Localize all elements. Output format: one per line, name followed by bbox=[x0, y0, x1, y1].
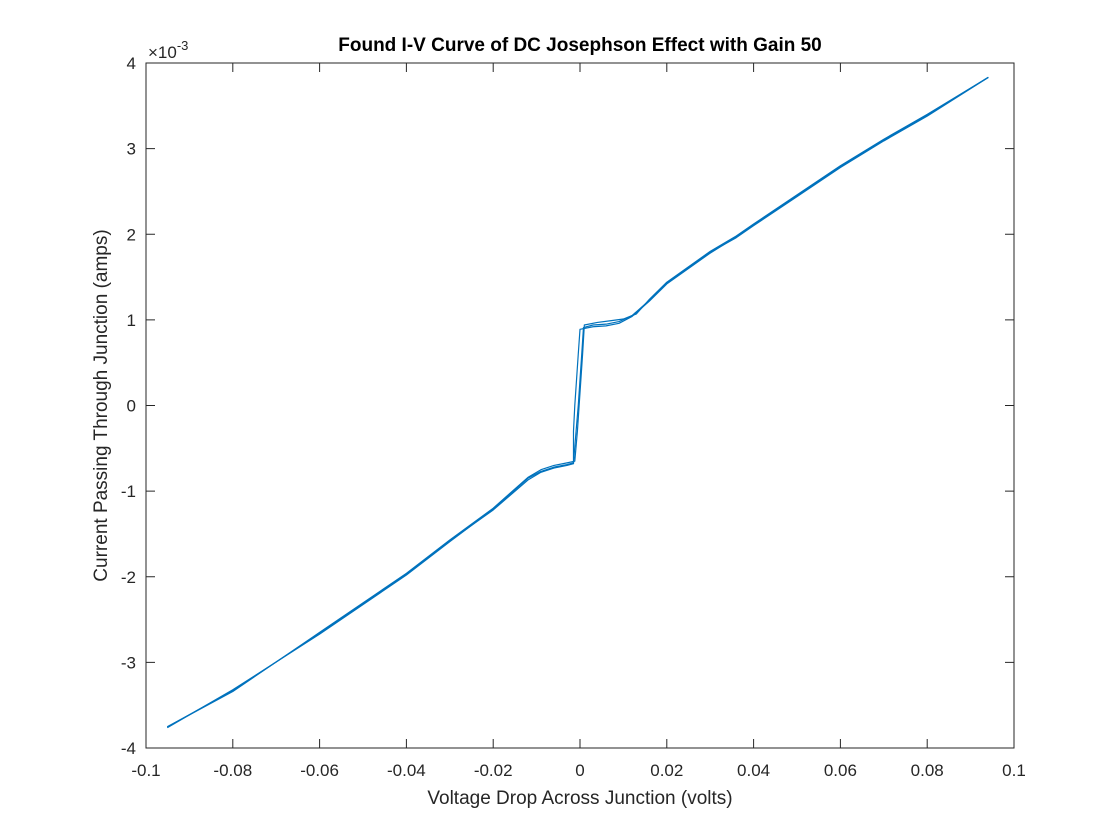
x-tick-label: 0.04 bbox=[737, 761, 770, 780]
plot-area bbox=[146, 63, 1014, 748]
series-layer bbox=[167, 76, 989, 729]
y-tick-label: -3 bbox=[121, 653, 136, 672]
series-line-3 bbox=[167, 76, 989, 729]
y-tick-label: -4 bbox=[121, 739, 136, 758]
x-tick-label: -0.02 bbox=[474, 761, 513, 780]
x-tick-label: 0.08 bbox=[911, 761, 944, 780]
y-tick-label: 4 bbox=[127, 54, 136, 73]
y-tick-label: -2 bbox=[121, 568, 136, 587]
y-tick-label: -1 bbox=[121, 482, 136, 501]
x-tick-label: 0.02 bbox=[650, 761, 683, 780]
x-tick-label: 0 bbox=[575, 761, 584, 780]
y-tick-label: 0 bbox=[127, 397, 136, 416]
y-axis-label: Current Passing Through Junction (amps) bbox=[91, 229, 112, 581]
x-tick-label: 0.1 bbox=[1002, 761, 1026, 780]
x-tick-label: -0.06 bbox=[300, 761, 339, 780]
ticks-layer: -0.1 -0.08 -0.06 -0.04 -0.02 0 0.02 0.04 0.06 0.0… bbox=[121, 54, 1026, 780]
x-tick-label: -0.08 bbox=[213, 761, 252, 780]
x-tick-label: -0.1 bbox=[131, 761, 160, 780]
x-tick-label: 0.06 bbox=[824, 761, 857, 780]
x-tick-label: -0.04 bbox=[387, 761, 426, 780]
y-axis-exponent: ×10-3 bbox=[148, 38, 188, 62]
exponent-base: ×10 bbox=[148, 43, 177, 62]
chart-title: Found I-V Curve of DC Josephson Effect w… bbox=[338, 35, 822, 56]
series-line-2 bbox=[167, 76, 989, 728]
y-tick-label: 2 bbox=[127, 225, 136, 244]
x-axis-label: Voltage Drop Across Junction (volts) bbox=[427, 788, 732, 809]
y-tick-label: 3 bbox=[127, 140, 136, 159]
exponent-power: -3 bbox=[177, 38, 189, 53]
y-tick-label: 1 bbox=[127, 311, 136, 330]
